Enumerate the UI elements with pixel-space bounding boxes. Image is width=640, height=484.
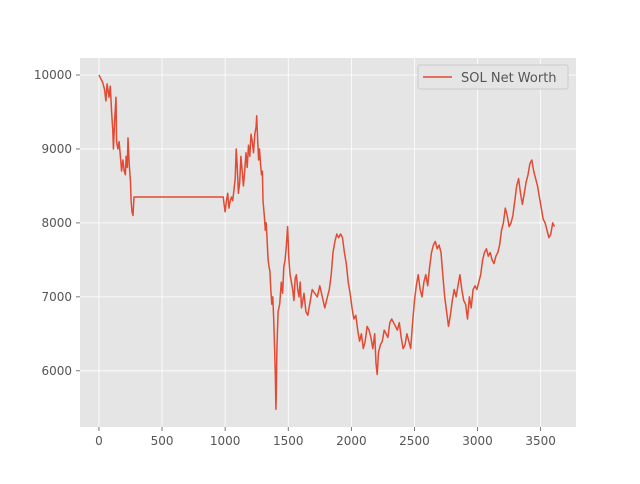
x-tick-label: 0 (95, 434, 103, 448)
y-tick-label: 10000 (34, 68, 72, 82)
x-tick-label: 3500 (525, 434, 556, 448)
x-tick-label: 1000 (210, 434, 241, 448)
x-axis: 0 500 1000 1500 2000 2500 3000 3500 (95, 427, 556, 448)
y-axis: 6000 7000 8000 9000 10000 (34, 68, 80, 378)
series-layer (98, 74, 556, 411)
x-tick-label: 2000 (336, 434, 367, 448)
legend: SOL Net Worth (417, 64, 569, 90)
y-tick-label: 6000 (41, 364, 72, 378)
series-line (98, 74, 556, 411)
plot-area (80, 58, 576, 427)
x-tick-label: 1500 (273, 434, 304, 448)
y-tick-label: 9000 (41, 142, 72, 156)
legend-label: SOL Net Worth (461, 71, 557, 86)
x-tick-label: 500 (151, 434, 174, 448)
y-tick-label: 8000 (41, 216, 72, 230)
legend-box (417, 64, 569, 90)
y-tick-label: 7000 (41, 290, 72, 304)
x-tick-label: 3000 (462, 434, 493, 448)
x-tick-label: 2500 (399, 434, 430, 448)
